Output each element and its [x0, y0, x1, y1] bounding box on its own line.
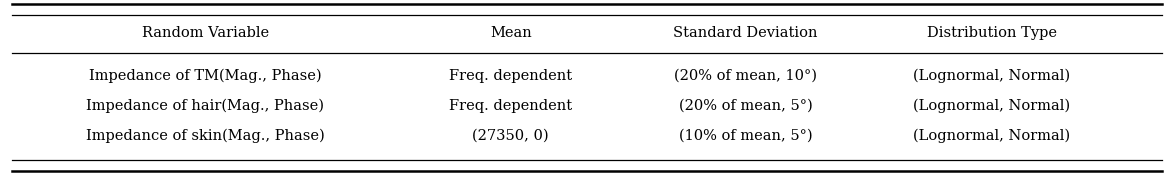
- Text: Mean: Mean: [490, 26, 532, 40]
- Text: (Lognormal, Normal): (Lognormal, Normal): [913, 128, 1071, 143]
- Text: (10% of mean, 5°): (10% of mean, 5°): [679, 129, 812, 143]
- Text: (27350, 0): (27350, 0): [472, 129, 549, 143]
- Text: Impedance of TM(Mag., Phase): Impedance of TM(Mag., Phase): [89, 69, 322, 83]
- Text: (20% of mean, 5°): (20% of mean, 5°): [679, 99, 812, 113]
- Text: Freq. dependent: Freq. dependent: [450, 69, 572, 83]
- Text: Freq. dependent: Freq. dependent: [450, 99, 572, 113]
- Text: (Lognormal, Normal): (Lognormal, Normal): [913, 69, 1071, 83]
- Text: Distribution Type: Distribution Type: [927, 26, 1057, 40]
- Text: Impedance of skin(Mag., Phase): Impedance of skin(Mag., Phase): [86, 128, 325, 143]
- Text: (20% of mean, 10°): (20% of mean, 10°): [674, 69, 817, 83]
- Text: Standard Deviation: Standard Deviation: [673, 26, 818, 40]
- Text: (Lognormal, Normal): (Lognormal, Normal): [913, 99, 1071, 113]
- Text: Impedance of hair(Mag., Phase): Impedance of hair(Mag., Phase): [87, 99, 324, 113]
- Text: Random Variable: Random Variable: [142, 26, 269, 40]
